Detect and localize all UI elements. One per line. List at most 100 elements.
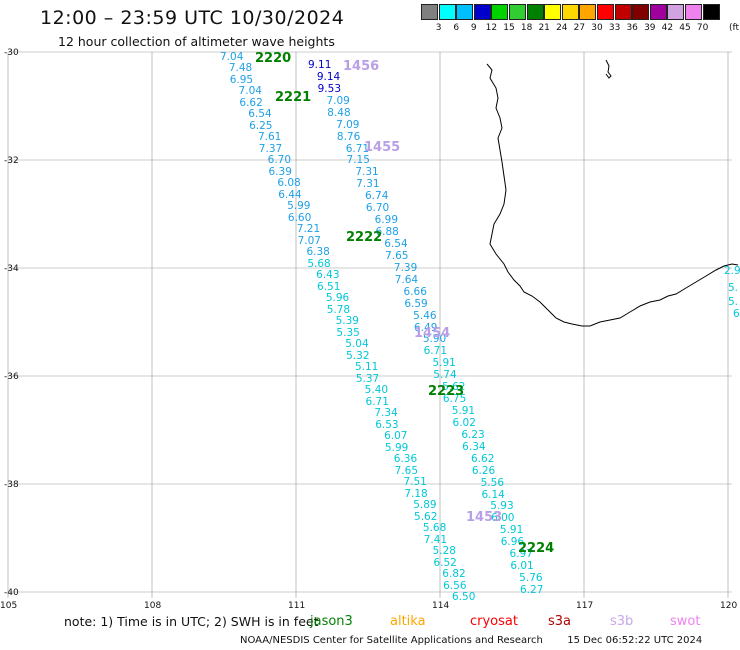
wave-height-value: 7.51 bbox=[403, 476, 427, 489]
longitude-label: 108 bbox=[144, 601, 162, 611]
wave-height-value: 6.71 bbox=[345, 142, 370, 155]
wave-height-value: 5.37 bbox=[355, 372, 380, 385]
footer-note: note: 1) Time is in UTC; 2) SWH is in fe… bbox=[64, 614, 319, 629]
wave-height-value: 6.74 bbox=[365, 190, 389, 203]
wave-height-value: 5.78 bbox=[326, 303, 351, 316]
wave-height-value: 5.90 bbox=[422, 333, 447, 346]
wave-height-value: 5.56 bbox=[480, 476, 505, 489]
wave-height-value: 7.41 bbox=[423, 533, 448, 546]
legend-label: 33 bbox=[608, 23, 621, 33]
legend-swatch bbox=[632, 4, 650, 20]
legend-label: 3 bbox=[435, 23, 442, 33]
satellite-name: cryosat bbox=[470, 614, 518, 629]
latitude-label: -36 bbox=[4, 372, 19, 382]
wave-height-value: 7.65 bbox=[394, 464, 419, 477]
wave-height-value: 7.65 bbox=[385, 249, 409, 262]
wave-height-value: 5.11 bbox=[354, 361, 379, 374]
wave-height-value: 6.60 bbox=[287, 211, 312, 224]
wave-height-value: 5.96 bbox=[325, 292, 350, 305]
wave-height-value: 7.37 bbox=[258, 142, 283, 155]
wave-height-value: 2.9 bbox=[724, 265, 740, 277]
legend-swatch bbox=[544, 4, 562, 20]
wave-height-value: 5.28 bbox=[432, 545, 456, 558]
wave-height-value: 5.91 bbox=[451, 405, 476, 418]
latitude-label: -30 bbox=[4, 48, 19, 58]
legend-swatch bbox=[456, 4, 474, 20]
wave-height-value: 6.14 bbox=[481, 488, 505, 501]
wave-height-value: 7.61 bbox=[257, 131, 282, 144]
legend-swatch bbox=[685, 4, 702, 20]
wave-height-value: 9.14 bbox=[316, 70, 341, 83]
wave-height-value: 7.31 bbox=[356, 178, 380, 191]
legend-label: 36 bbox=[626, 23, 638, 33]
latitude-label: -34 bbox=[4, 264, 19, 274]
wave-height-value: 6.71 bbox=[423, 345, 448, 358]
wave-height-value: 6.44 bbox=[278, 188, 302, 201]
pass-time-stamp: 2223 bbox=[428, 384, 465, 399]
legend-swatch bbox=[438, 4, 456, 20]
legend-label: 30 bbox=[591, 23, 603, 33]
pass-time-stamp: 2220 bbox=[255, 51, 292, 66]
pass-time-stamp: 1453 bbox=[466, 510, 503, 525]
wave-height-value: 6.82 bbox=[442, 568, 466, 581]
wave-height-value: 6.56 bbox=[443, 579, 467, 592]
wave-height-value: 5.68 bbox=[422, 522, 447, 535]
latitude-label: -38 bbox=[4, 480, 19, 490]
wave-height-value: 6.62 bbox=[471, 452, 495, 465]
wave-height-value: 6.08 bbox=[277, 177, 301, 190]
wave-height-value: 6.88 bbox=[375, 226, 399, 239]
wave-height-value: 7.09 bbox=[326, 94, 350, 107]
generated-timestamp: 15 Dec 06:52:22 UTC 2024 bbox=[567, 635, 703, 646]
wave-height-value: 6.50 bbox=[452, 591, 476, 603]
wave-height-value: 7.31 bbox=[355, 166, 379, 179]
pass-time-stamp: 1455 bbox=[364, 140, 401, 155]
longitude-label: 114 bbox=[432, 601, 450, 611]
pass-time-stamp: 1456 bbox=[343, 59, 380, 74]
wave-height-value: 7.04 bbox=[238, 85, 262, 98]
wave-height-value: 8.48 bbox=[327, 106, 351, 119]
legend-swatch bbox=[702, 4, 720, 20]
wave-height-value: 6.36 bbox=[393, 453, 418, 466]
wave-height-value: 7.21 bbox=[296, 223, 321, 236]
latitude-label: -32 bbox=[4, 156, 19, 166]
wave-height-value: 5.40 bbox=[364, 384, 389, 397]
wave-height-value: 6.39 bbox=[268, 165, 292, 178]
legend-swatch bbox=[597, 4, 614, 20]
wave-height-value: 8.76 bbox=[336, 130, 361, 143]
legend-unit: (ft) bbox=[729, 23, 740, 33]
wave-height-value: 7.18 bbox=[404, 487, 428, 500]
wave-height-value: 6.70 bbox=[365, 202, 390, 215]
legend-label: 18 bbox=[520, 23, 533, 33]
wave-height-value: 6.52 bbox=[433, 556, 457, 569]
legend-label: 21 bbox=[538, 23, 550, 33]
wave-height-value: 5.35 bbox=[336, 326, 360, 339]
pass-time-stamp: 1454 bbox=[414, 326, 451, 341]
australia-coastline bbox=[486, 63, 739, 327]
wave-height-value: 6.43 bbox=[316, 269, 340, 282]
wave-height-value: 6.95 bbox=[229, 73, 254, 86]
wave-height-value: 6.26 bbox=[471, 464, 496, 477]
inlet bbox=[605, 59, 612, 79]
wave-height-value: 5.62 bbox=[414, 510, 438, 523]
wave-height-value: 6.07 bbox=[384, 430, 408, 443]
wave-height-value: 5.99 bbox=[287, 200, 311, 213]
legend-swatch bbox=[614, 4, 632, 20]
legend-swatch bbox=[473, 4, 491, 20]
wave-height-value: 5.93 bbox=[490, 500, 514, 513]
wave-height-value: 7.07 bbox=[297, 234, 321, 247]
wave-height-value: 9.11 bbox=[308, 59, 332, 71]
legend-swatch bbox=[561, 4, 579, 20]
legend-swatch bbox=[421, 4, 438, 20]
legend-swatch bbox=[667, 4, 685, 20]
page-subtitle: 12 hour collection of altimeter wave hei… bbox=[58, 34, 335, 49]
wave-height-value: 6.99 bbox=[374, 214, 399, 227]
wave-height-value: 5. bbox=[728, 282, 739, 294]
satellite-name: s3a bbox=[548, 614, 572, 629]
legend-label: 45 bbox=[679, 23, 691, 33]
legend-label: 24 bbox=[556, 23, 568, 33]
satellite-name: swot bbox=[670, 614, 701, 629]
pass-time-stamp: 2221 bbox=[275, 90, 312, 105]
wave-height-value: 5.76 bbox=[519, 572, 543, 585]
wave-height-value: 6.51 bbox=[317, 280, 341, 293]
